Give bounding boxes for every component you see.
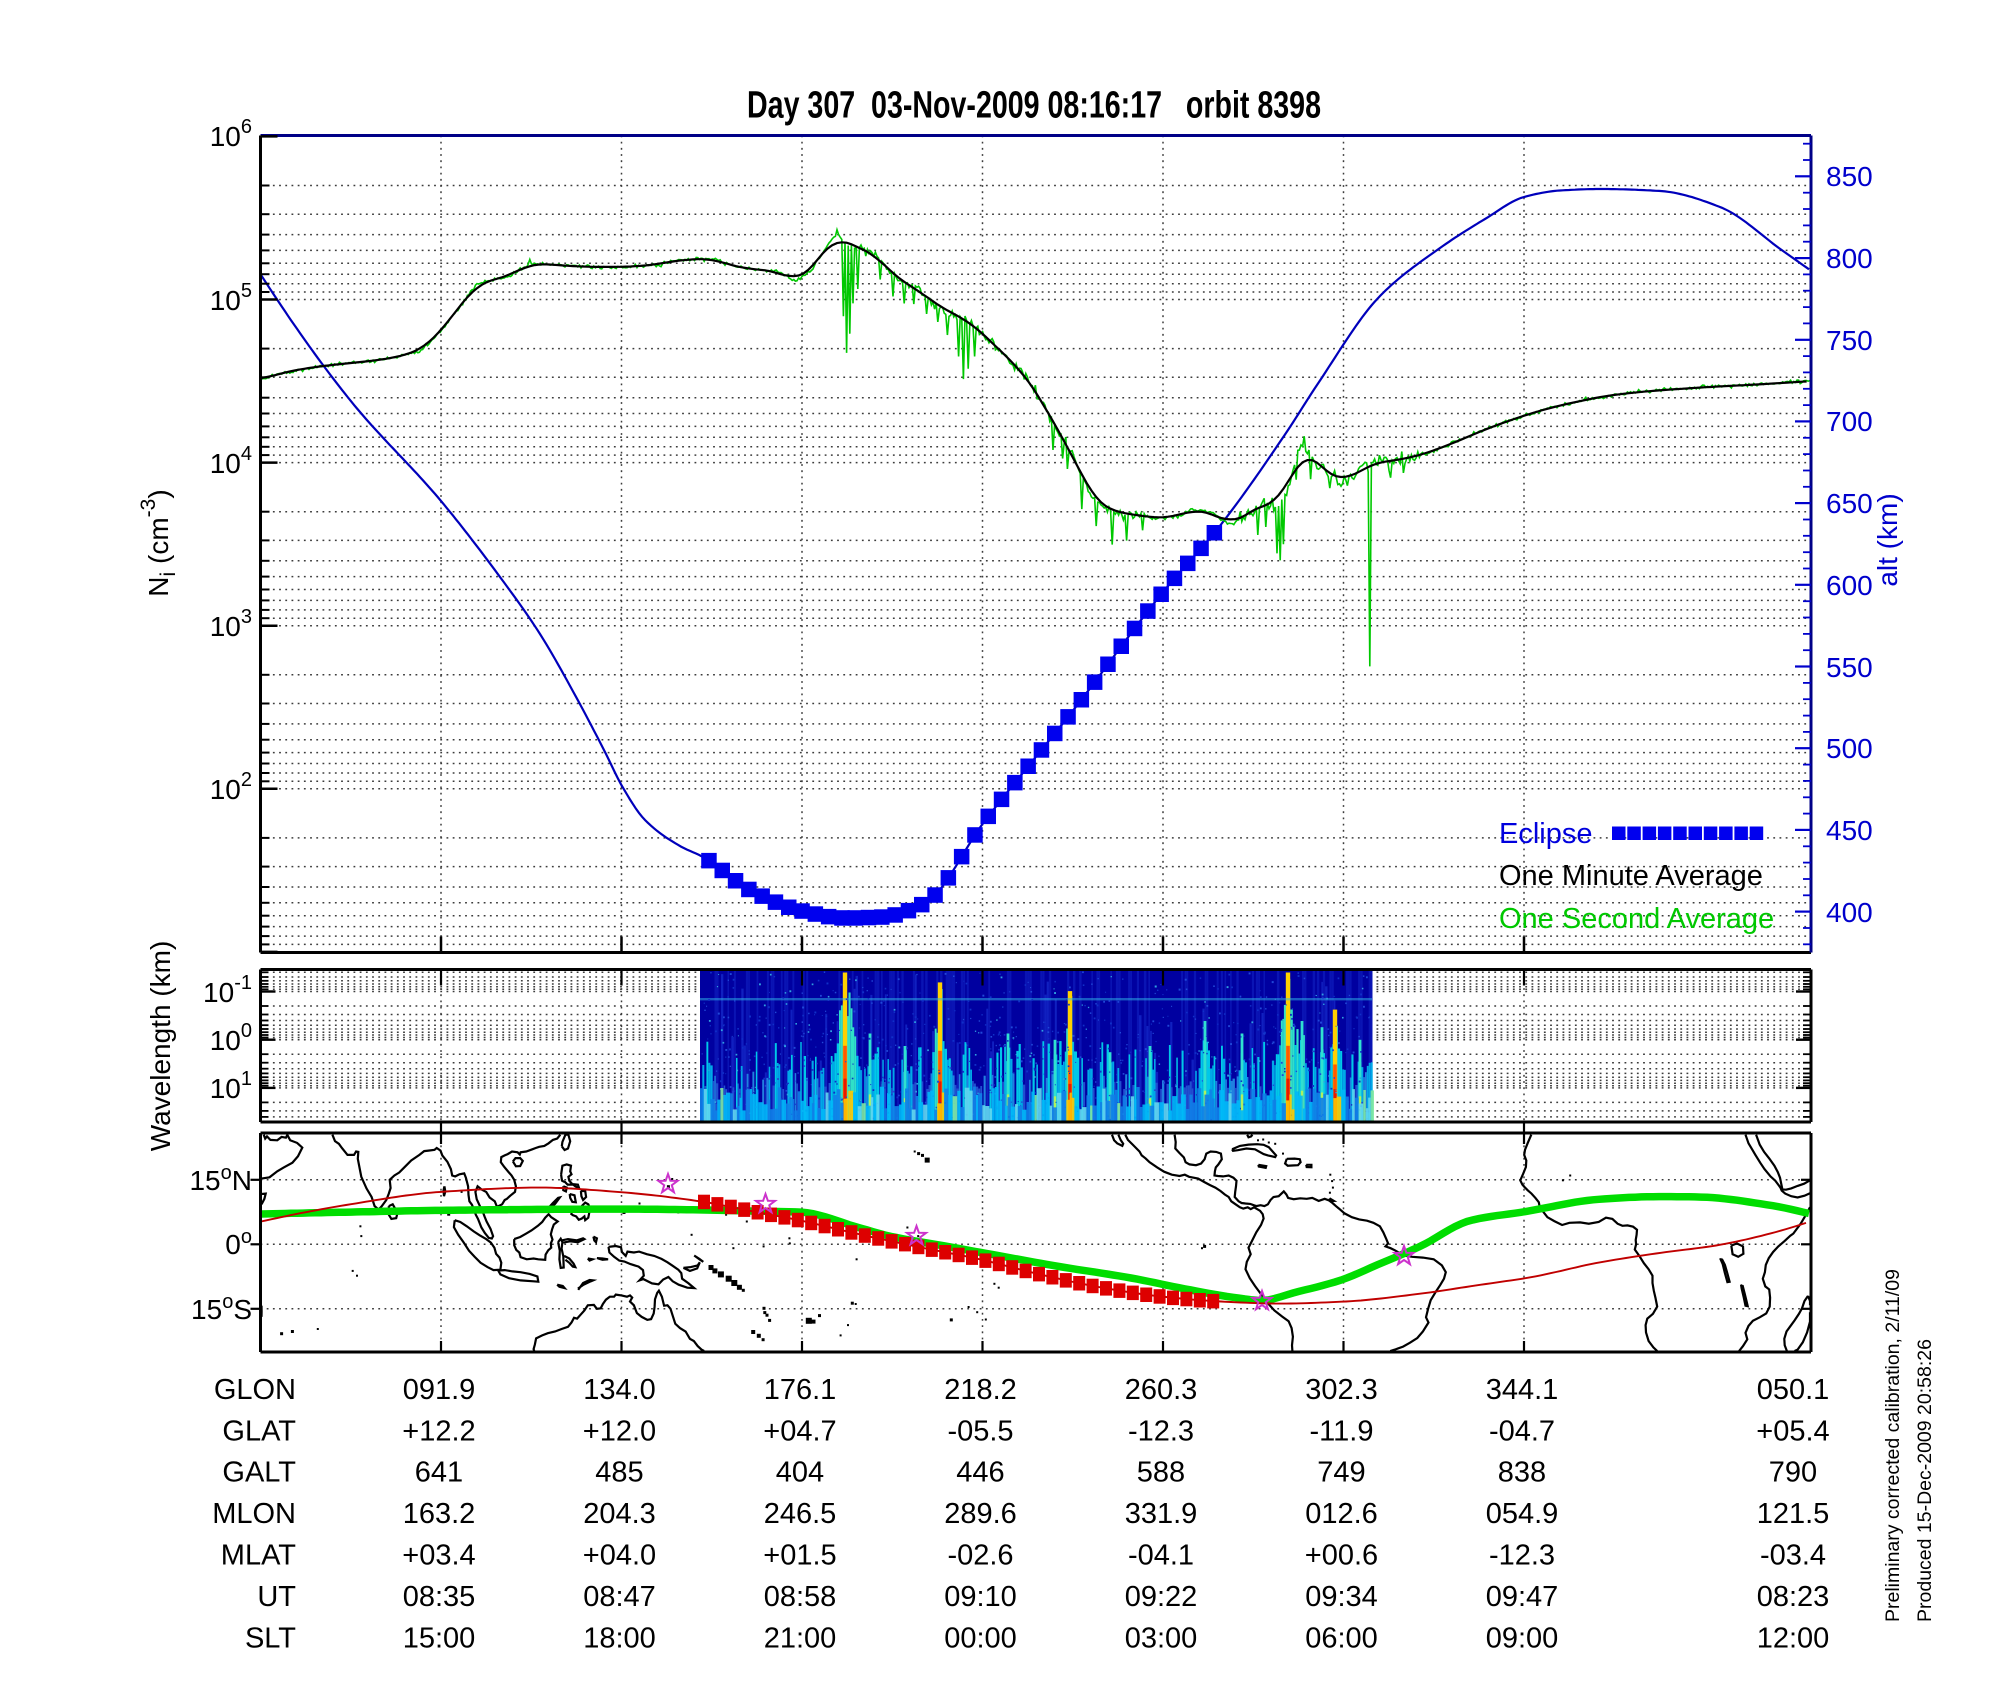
svg-text:163.2: 163.2: [403, 1498, 476, 1530]
svg-text:00:00: 00:00: [944, 1622, 1017, 1654]
svg-text:-02.6: -02.6: [947, 1540, 1013, 1572]
svg-text:UT: UT: [257, 1581, 296, 1613]
svg-text:800: 800: [1826, 243, 1873, 274]
svg-text:+05.4: +05.4: [1756, 1415, 1829, 1447]
svg-text:450: 450: [1826, 815, 1873, 846]
svg-text:Preliminary corrected calibrat: Preliminary corrected calibration, 2/11/…: [1882, 1269, 1904, 1622]
svg-text:400: 400: [1826, 897, 1873, 928]
svg-text:09:10: 09:10: [944, 1581, 1017, 1613]
svg-text:0o: 0o: [225, 1226, 252, 1260]
svg-text:588: 588: [1137, 1457, 1185, 1489]
svg-text:06:00: 06:00: [1305, 1622, 1378, 1654]
svg-text:246.5: 246.5: [764, 1498, 837, 1530]
svg-text:750: 750: [1826, 325, 1873, 356]
svg-text:+12.0: +12.0: [583, 1415, 656, 1447]
svg-text:Eclipse: Eclipse: [1499, 818, 1593, 850]
svg-text:600: 600: [1826, 570, 1873, 601]
svg-text:-04.1: -04.1: [1128, 1540, 1194, 1572]
svg-text:+04.0: +04.0: [583, 1540, 656, 1572]
svg-text:MLON: MLON: [212, 1498, 296, 1530]
svg-text:+01.5: +01.5: [763, 1540, 836, 1572]
svg-text:Day 307 03-Nov-2009 08:16:17: Day 307 03-Nov-2009 08:16:17 orbit 8398: [747, 85, 1321, 127]
svg-text:700: 700: [1826, 406, 1873, 437]
svg-text:15oN: 15oN: [189, 1162, 252, 1196]
svg-text:176.1: 176.1: [764, 1374, 837, 1406]
svg-text:GLAT: GLAT: [222, 1415, 296, 1447]
svg-text:08:58: 08:58: [764, 1581, 837, 1613]
svg-text:500: 500: [1826, 733, 1873, 764]
svg-text:15:00: 15:00: [403, 1622, 476, 1654]
svg-text:091.9: 091.9: [403, 1374, 476, 1406]
svg-text:134.0: 134.0: [583, 1374, 656, 1406]
svg-text:+03.4: +03.4: [402, 1540, 475, 1572]
svg-text:-11.9: -11.9: [1310, 1415, 1374, 1447]
svg-text:344.1: 344.1: [1486, 1374, 1559, 1406]
svg-text:-12.3: -12.3: [1128, 1415, 1194, 1447]
svg-text:050.1: 050.1: [1757, 1374, 1830, 1406]
svg-text:03:00: 03:00: [1125, 1622, 1198, 1654]
svg-text:289.6: 289.6: [944, 1498, 1017, 1530]
svg-text:012.6: 012.6: [1305, 1498, 1378, 1530]
svg-text:Produced 15-Dec-2009 20:58:26: Produced 15-Dec-2009 20:58:26: [1914, 1339, 1936, 1622]
svg-text:260.3: 260.3: [1125, 1374, 1198, 1406]
svg-text:218.2: 218.2: [944, 1374, 1017, 1406]
svg-text:446: 446: [956, 1457, 1004, 1489]
svg-text:08:47: 08:47: [583, 1581, 656, 1613]
svg-text:331.9: 331.9: [1125, 1498, 1198, 1530]
svg-text:alt (km): alt (km): [1872, 493, 1903, 586]
svg-text:21:00: 21:00: [764, 1622, 837, 1654]
svg-text:Wavelength (km): Wavelength (km): [145, 941, 176, 1152]
svg-text:15oS: 15oS: [191, 1291, 252, 1325]
svg-text:-12.3: -12.3: [1489, 1540, 1555, 1572]
svg-text:054.9: 054.9: [1486, 1498, 1559, 1530]
svg-text:121.5: 121.5: [1757, 1498, 1830, 1530]
svg-text:12:00: 12:00: [1757, 1622, 1830, 1654]
svg-text:-03.4: -03.4: [1760, 1540, 1826, 1572]
svg-text:-04.7: -04.7: [1489, 1415, 1555, 1447]
svg-text:GLON: GLON: [214, 1374, 296, 1406]
svg-text:+12.2: +12.2: [402, 1415, 475, 1447]
svg-text:641: 641: [415, 1457, 463, 1489]
svg-text:09:00: 09:00: [1486, 1622, 1559, 1654]
svg-text:-05.5: -05.5: [947, 1415, 1013, 1447]
svg-text:MLAT: MLAT: [221, 1540, 296, 1572]
svg-text:One Second Average: One Second Average: [1499, 903, 1774, 935]
svg-text:550: 550: [1826, 652, 1873, 683]
svg-text:One Minute Average: One Minute Average: [1499, 860, 1763, 892]
svg-text:204.3: 204.3: [583, 1498, 656, 1530]
svg-text:404: 404: [776, 1457, 824, 1489]
svg-text:08:35: 08:35: [403, 1581, 476, 1613]
svg-text:09:34: 09:34: [1305, 1581, 1378, 1613]
svg-text:SLT: SLT: [245, 1622, 296, 1654]
svg-text:838: 838: [1498, 1457, 1546, 1489]
svg-text:850: 850: [1826, 161, 1873, 192]
svg-text:790: 790: [1769, 1457, 1817, 1489]
svg-text:749: 749: [1317, 1457, 1365, 1489]
svg-text:+00.6: +00.6: [1305, 1540, 1378, 1572]
svg-text:+04.7: +04.7: [763, 1415, 836, 1447]
svg-text:485: 485: [595, 1457, 643, 1489]
svg-text:302.3: 302.3: [1305, 1374, 1378, 1406]
svg-text:650: 650: [1826, 488, 1873, 519]
svg-text:08:23: 08:23: [1757, 1581, 1830, 1613]
svg-text:09:47: 09:47: [1486, 1581, 1559, 1613]
svg-text:09:22: 09:22: [1125, 1581, 1198, 1613]
svg-text:GALT: GALT: [222, 1457, 296, 1489]
svg-text:18:00: 18:00: [583, 1622, 656, 1654]
